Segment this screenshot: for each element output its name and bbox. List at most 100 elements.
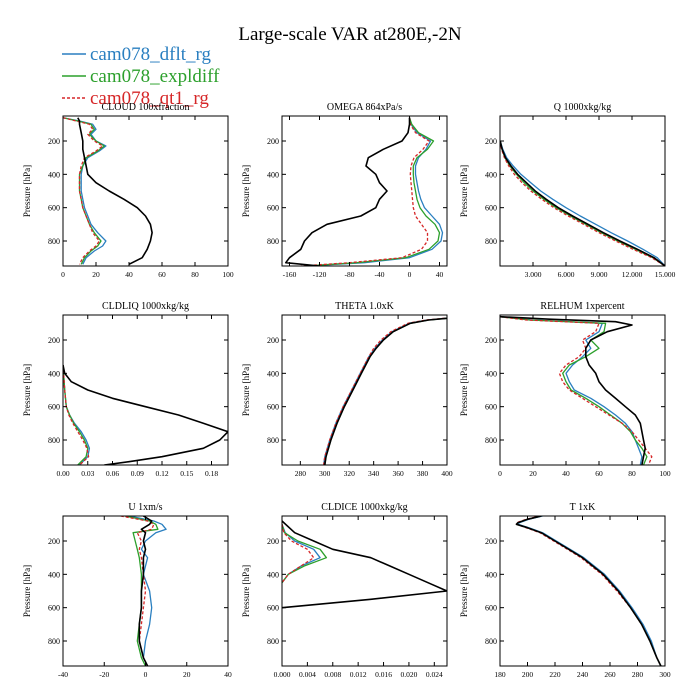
x-tick-label: 0 — [61, 270, 65, 279]
series-line-cam078_dflt_rg — [322, 317, 446, 465]
y-tick-label: 400 — [267, 170, 279, 179]
y-tick-label: 600 — [485, 204, 497, 213]
x-tick-label: 0.000 — [274, 670, 291, 679]
panel-8: T 1xK Pressure [hPa] 200 400 600 800 180 200 220… — [459, 502, 671, 679]
series-line-obs — [284, 117, 411, 266]
y-axis-label: Pressure [hPa] — [241, 165, 251, 217]
y-tick-label: 800 — [48, 237, 60, 246]
y-tick-label: 800 — [267, 637, 279, 646]
y-axis-label: Pressure [hPa] — [22, 165, 32, 217]
y-tick-label: 400 — [48, 369, 60, 378]
panel-3: CLDLIQ 1000xkg/kg Pressure [hPa] 200 400 600… — [22, 301, 229, 478]
x-tick-label: 0.12 — [155, 469, 168, 478]
y-tick-label: 200 — [267, 336, 279, 345]
y-tick-label: 200 — [485, 137, 497, 146]
panel-title: CLOUD 100xfraction — [101, 102, 189, 113]
series-line-obs — [500, 315, 647, 465]
series-group — [284, 117, 444, 266]
x-tick-label: 0.06 — [106, 469, 119, 478]
x-tick-label: 20 — [529, 469, 537, 478]
plot-frame — [499, 314, 666, 466]
panel-title: CLDLIQ 1000xkg/kg — [102, 301, 189, 312]
x-tick-label: 260 — [604, 670, 616, 679]
y-tick-label: 200 — [48, 537, 60, 546]
x-tick-label: 400 — [441, 469, 453, 478]
series-group — [500, 140, 665, 266]
x-tick-label: -20 — [99, 670, 109, 679]
series-line-cam078_dflt_rg — [517, 516, 662, 666]
series-line-cam078_expldiff — [500, 316, 648, 465]
series-line-cam078_qt1_rg — [500, 316, 653, 465]
x-tick-label: 300 — [319, 469, 331, 478]
panel-title: U 1xm/s — [128, 502, 162, 513]
panel-title: THETA 1.0xK — [335, 301, 394, 312]
x-tick-label: 0.020 — [400, 670, 417, 679]
panel-title: RELHUM 1xpercent — [540, 301, 624, 312]
x-tick-label: 20 — [92, 270, 100, 279]
series-line-cam078_expldiff — [63, 364, 89, 465]
x-tick-label: 40 — [224, 670, 232, 679]
panel-4: THETA 1.0xK Pressure [hPa] 200 400 600 800 280… — [241, 301, 453, 478]
series-line-cam078_dflt_rg — [500, 140, 665, 266]
series-line-cam078_dflt_rg — [63, 117, 107, 265]
y-tick-label: 600 — [48, 204, 60, 213]
plot-frame — [281, 515, 448, 667]
x-tick-label: 3.000 — [525, 270, 542, 279]
y-tick-label: 800 — [267, 237, 279, 246]
x-tick-label: 0.008 — [324, 670, 341, 679]
x-tick-label: 0.012 — [350, 670, 367, 679]
y-tick-label: 800 — [485, 436, 497, 445]
y-tick-label: 600 — [485, 604, 497, 613]
x-tick-label: 280 — [632, 670, 644, 679]
x-tick-label: -40 — [58, 670, 68, 679]
x-tick-label: 0 — [408, 270, 412, 279]
panel-2: Q 1000xkg/kg Pressure [hPa] 200 400 600 800 3.… — [459, 102, 676, 279]
y-tick-label: 200 — [485, 336, 497, 345]
x-tick-label: 100 — [222, 270, 234, 279]
series-line-obs — [138, 516, 153, 666]
x-tick-label: -120 — [313, 270, 327, 279]
panel-title: OMEGA 864xPa/s — [327, 102, 402, 113]
x-tick-label: 0.03 — [81, 469, 94, 478]
series-group — [120, 516, 167, 666]
series-group — [500, 315, 653, 465]
x-tick-label: -80 — [345, 270, 355, 279]
x-tick-label: 40 — [125, 270, 133, 279]
series-line-cam078_dflt_rg — [128, 516, 167, 666]
plot-frame — [62, 314, 229, 466]
series-line-obs — [515, 516, 662, 666]
x-tick-label: 60 — [158, 270, 166, 279]
y-tick-label: 200 — [48, 137, 60, 146]
panel-title: T 1xK — [570, 502, 596, 513]
plot-frame — [62, 115, 229, 267]
series-line-cam078_dflt_rg — [304, 117, 444, 266]
series-group — [515, 516, 662, 666]
x-tick-label: 60 — [595, 469, 603, 478]
series-line-obs — [324, 317, 447, 465]
series-line-cam078_expldiff — [282, 524, 328, 584]
series-line-cam078_expldiff — [124, 516, 159, 666]
x-tick-label: 0.024 — [426, 670, 443, 679]
y-tick-label: 600 — [48, 403, 60, 412]
y-tick-label: 600 — [267, 604, 279, 613]
x-tick-label: 300 — [659, 670, 671, 679]
plot-frame — [499, 115, 666, 267]
y-tick-label: 200 — [267, 537, 279, 546]
y-tick-label: 200 — [48, 336, 60, 345]
series-group — [322, 317, 447, 465]
y-tick-label: 600 — [485, 403, 497, 412]
x-tick-label: 340 — [368, 469, 380, 478]
series-line-obs — [282, 520, 447, 609]
y-tick-label: 400 — [48, 170, 60, 179]
series-line-cam078_qt1_rg — [120, 516, 155, 666]
x-tick-label: 12.000 — [622, 270, 643, 279]
x-tick-label: 220 — [549, 670, 561, 679]
y-tick-label: 800 — [48, 436, 60, 445]
x-tick-label: 9.000 — [591, 270, 608, 279]
x-tick-label: 0.15 — [180, 469, 193, 478]
x-tick-label: 40 — [436, 270, 444, 279]
series-group — [63, 364, 228, 465]
panel-7: CLDICE 1000xkg/kg Pressure [hPa] 200 400 600… — [241, 502, 448, 679]
